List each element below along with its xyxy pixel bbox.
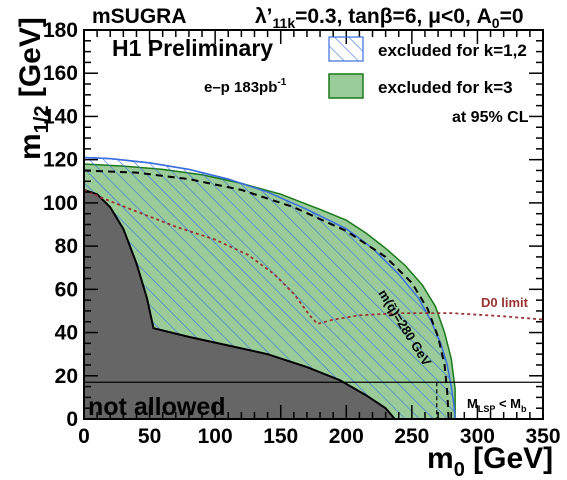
region-not-allowed <box>84 188 397 419</box>
squark-mass-contour <box>84 169 450 419</box>
y-tick-label: 100 <box>43 192 78 215</box>
legend-item-k12: excluded for k=1,2 <box>328 36 527 62</box>
x-tick-label: 300 <box>460 425 495 448</box>
parameter-label: λ’11k=0.3, tanβ=6, μ<0, A0=0 <box>255 5 524 31</box>
d0-limit-label: D0 limit <box>481 295 529 310</box>
legend-item-k3: excluded for k=3 <box>328 73 513 99</box>
not-allowed-label: not allowed <box>88 393 226 421</box>
x-tick-label: 0 <box>78 425 90 448</box>
x-tick-label: 50 <box>138 425 161 448</box>
y-tick-label: 180 <box>43 19 78 42</box>
model-label: mSUGRA <box>92 5 187 28</box>
legend-label-k12: excluded for k=1,2 <box>378 41 527 60</box>
y-tick-label: 40 <box>55 322 78 345</box>
y-tick-label: 80 <box>55 235 78 258</box>
y-tick-label: 140 <box>43 105 78 128</box>
confidence-label: at 95% CL <box>452 109 529 126</box>
x-tick-label: 200 <box>329 425 364 448</box>
x-tick-label: 250 <box>394 425 429 448</box>
legend: excluded for k=1,2 excluded for k=3 <box>328 36 527 99</box>
y-tick-label: 20 <box>55 365 78 388</box>
y-tick-label: 120 <box>43 149 78 172</box>
y-tick-label: 60 <box>55 278 78 301</box>
legend-label-k3: excluded for k=3 <box>378 78 513 97</box>
legend-swatch-filled <box>328 73 364 99</box>
y-tick-label: 160 <box>43 62 78 85</box>
y-tick-label: 0 <box>66 408 78 431</box>
legend-swatch-hatched <box>328 36 364 62</box>
lsp-label: MLSP < Mb <box>467 396 527 414</box>
x-tick-label: 100 <box>198 425 233 448</box>
y-axis-label: m1/2 [GeV] <box>14 17 53 160</box>
axis-ticks: 0 50 100 150 200 250 300 350 0 20 40 60 80 100 120 140 1… <box>43 19 561 448</box>
x-tick-label: 350 <box>525 425 560 448</box>
x-axis-label: m0 [GeV] <box>427 442 553 480</box>
preliminary-label: H1 Preliminary <box>112 35 273 61</box>
luminosity-label: e–p 183pb-1 <box>204 77 287 96</box>
x-tick-label: 150 <box>263 425 298 448</box>
